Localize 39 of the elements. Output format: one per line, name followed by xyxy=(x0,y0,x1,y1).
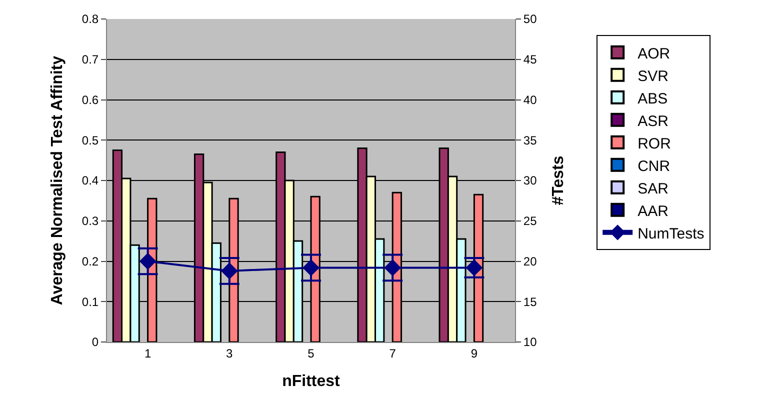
point xyxy=(139,252,156,270)
y2-tick-label: 35 xyxy=(523,133,538,148)
point xyxy=(384,259,402,276)
y2-tick-label: 25 xyxy=(523,214,538,228)
y-tick-label: 0.4 xyxy=(82,174,99,188)
y-axis-title: Average Normalised Test Affinity xyxy=(48,56,66,306)
legend-label: SVR xyxy=(638,68,669,85)
y2-tick-label: 30 xyxy=(523,174,538,188)
y2-tick-label: 10 xyxy=(523,335,538,350)
legend-label: SAR xyxy=(638,180,669,198)
y2-tick-label: 20 xyxy=(523,254,538,268)
y-tick-label: 0.8 xyxy=(82,12,99,26)
legend-label: ROR xyxy=(638,135,672,152)
legend-label: NumTests xyxy=(638,225,704,242)
y-tick-label: 0 xyxy=(92,335,99,350)
y-tick-label: 0.3 xyxy=(82,214,99,228)
point xyxy=(220,262,238,280)
y2-tick-label: 45 xyxy=(523,52,538,67)
y-tick-label: 0.5 xyxy=(82,133,99,148)
y2-tick-label: 15 xyxy=(523,294,538,309)
y2-tick-label: 40 xyxy=(523,92,538,107)
y-tick-label: 0.2 xyxy=(82,254,99,268)
legend-label: AAR xyxy=(638,202,669,220)
y-tick-label: 0.7 xyxy=(82,52,99,67)
x-tick-label: 3 xyxy=(226,346,234,360)
x-tick-label: 5 xyxy=(308,346,315,360)
legend-label: ASR xyxy=(638,112,669,130)
x-tick-label: 7 xyxy=(389,346,396,360)
x-axis-title: nFittest xyxy=(282,373,341,390)
x-tick-label: 1 xyxy=(144,346,152,360)
y2-axis-title: #Tests xyxy=(550,156,567,206)
y-tick-label: 0.6 xyxy=(82,92,99,107)
y-tick-label: 0.1 xyxy=(82,294,99,309)
legend-label: CNR xyxy=(638,158,670,175)
point xyxy=(302,259,320,276)
y2-tick-label: 50 xyxy=(523,12,538,26)
legend-label: AOR xyxy=(638,45,670,62)
legend-label: ABS xyxy=(638,90,668,108)
x-tick-label: 9 xyxy=(470,346,478,360)
